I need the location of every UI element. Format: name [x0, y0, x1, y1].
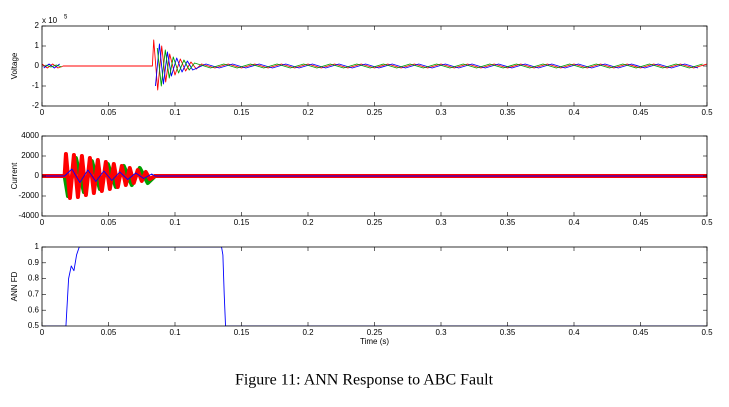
y-tick-label: 1: [35, 242, 40, 251]
x-tick-label: 0.5: [701, 218, 713, 227]
x-tick-label: 0.45: [633, 328, 649, 337]
x-tick-label: 0.1: [169, 108, 181, 117]
y-tick-label: 0.5: [28, 321, 40, 330]
x-tick-label: 0.3: [435, 218, 447, 227]
y-tick-label: 1: [35, 41, 40, 50]
y-tick-label: 2: [35, 21, 40, 30]
y-tick-label: 2000: [21, 151, 39, 160]
y-tick-label: -1: [32, 81, 40, 90]
x-tick-label: 0.45: [633, 218, 649, 227]
y-tick-label: -4000: [19, 211, 40, 220]
x-tick-label: 0.45: [633, 108, 649, 117]
y-tick-label: -2: [32, 101, 40, 110]
x-tick-label: 0.4: [568, 108, 580, 117]
x-tick-label: 0.25: [367, 108, 383, 117]
series-line: [42, 247, 707, 326]
y-axis-label: Voltage: [10, 52, 19, 79]
series-line: [45, 47, 703, 87]
x-tick-label: 0.2: [302, 328, 314, 337]
y-multiplier-exp: 5: [64, 15, 68, 21]
x-tick-label: 0: [40, 328, 45, 337]
x-tick-label: 0: [40, 108, 45, 117]
x-axis-label: Time (s): [360, 337, 389, 346]
x-tick-label: 0.15: [234, 328, 250, 337]
x-tick-label: 0.05: [101, 108, 117, 117]
y-tick-label: 4000: [21, 131, 39, 140]
x-tick-label: 0.25: [367, 218, 383, 227]
x-tick-label: 0.4: [568, 328, 580, 337]
x-tick-label: 0.35: [500, 218, 516, 227]
x-tick-label: 0.1: [169, 328, 181, 337]
x-tick-label: 0.3: [435, 328, 447, 337]
x-tick-label: 0.5: [701, 328, 713, 337]
y-multiplier: x 10: [42, 16, 58, 25]
x-tick-label: 0.2: [302, 218, 314, 227]
y-tick-label: 0.9: [28, 258, 40, 267]
y-tick-label: -2000: [19, 191, 40, 200]
caption: Figure 11: ANN Response to ABC Fault: [235, 372, 494, 389]
y-axis-label: ANN FD: [10, 271, 19, 301]
x-tick-label: 0.35: [500, 328, 516, 337]
x-tick-label: 0.1: [169, 218, 181, 227]
x-tick-label: 0.35: [500, 108, 516, 117]
series-line: [43, 43, 699, 87]
axes-box: [41, 246, 708, 327]
x-tick-label: 0: [40, 218, 45, 227]
y-axis-label: Current: [10, 162, 19, 189]
y-tick-label: 0.7: [28, 290, 40, 299]
series-line: [42, 168, 707, 183]
series-line: [42, 39, 707, 91]
y-tick-label: 0.8: [28, 274, 40, 283]
x-tick-label: 0.3: [435, 108, 447, 117]
x-tick-label: 0.2: [302, 108, 314, 117]
x-tick-label: 0.15: [234, 218, 250, 227]
x-tick-label: 0.05: [101, 218, 117, 227]
x-tick-label: 0.15: [234, 108, 250, 117]
x-tick-label: 0.05: [101, 328, 117, 337]
x-tick-label: 0.25: [367, 328, 383, 337]
x-tick-label: 0.4: [568, 218, 580, 227]
x-tick-label: 0.5: [701, 108, 713, 117]
y-tick-label: 0.6: [28, 305, 40, 314]
y-tick-label: 0: [35, 61, 40, 70]
y-tick-label: 0: [35, 171, 40, 180]
